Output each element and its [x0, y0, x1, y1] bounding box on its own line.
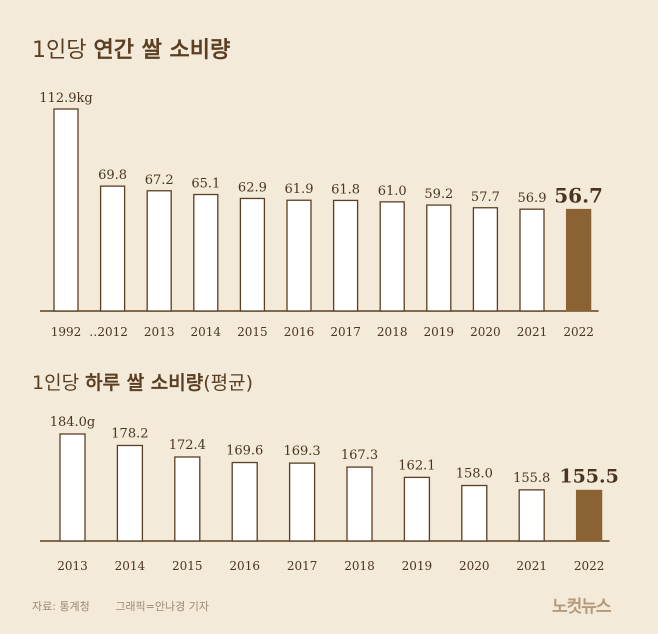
annual-category-label-2021: 2021: [517, 325, 548, 339]
annual-value-label-2020: 57.7: [471, 190, 500, 205]
daily-category-label-2018: 2018: [344, 559, 375, 573]
daily-bar-2019: [403, 476, 431, 542]
daily-chart-title: 1인당 하루 쌀 소비량(평균): [32, 368, 253, 395]
annual-value-label-2016: 61.9: [285, 182, 314, 197]
credits: 자료: 통계청 그래픽=안나경 기자: [32, 598, 231, 614]
annual-bar-2013: [146, 190, 172, 312]
daily-value-label-2016: 169.6: [226, 444, 263, 459]
annual-category-label-2014: 2014: [191, 325, 222, 339]
annual-value-label-2021: 56.9: [518, 191, 547, 206]
daily-value-label-2018: 167.3: [341, 448, 378, 463]
annual-value-label-2015: 62.9: [238, 180, 267, 195]
annual-title-main: 연간 쌀 소비량: [93, 38, 231, 63]
annual-category-label-2022: 2022: [563, 325, 594, 339]
annual-bar-2020: [472, 207, 499, 312]
daily-title-suffix: (평균): [203, 372, 254, 394]
annual-category-label-2015: 2015: [237, 325, 268, 339]
annual-value-label-2019: 59.2: [424, 187, 453, 202]
daily-bar-2016: [231, 461, 258, 542]
daily-category-label-2017: 2017: [287, 559, 318, 573]
annual-bar-2012: [99, 185, 126, 312]
annual-value-label-2013: 67.2: [145, 173, 174, 188]
daily-title-main: 하루 쌀 소비량: [85, 372, 204, 394]
source-credit: 자료: 통계청: [32, 600, 90, 613]
annual-bar-chart: 112.9kg 1992 69.8 2012 67.2 2013 65.1 2014 62.9 2…: [39, 91, 603, 339]
daily-category-label-2019: 2019: [402, 559, 433, 573]
annual-bar-2016: [286, 199, 312, 312]
annual-bar-2015: [239, 197, 266, 312]
annual-category-label-2017: 2017: [330, 325, 361, 339]
daily-category-label-2015: 2015: [172, 559, 203, 573]
annual-bar-2018: [379, 201, 405, 312]
annual-value-label-2017: 61.8: [331, 182, 360, 197]
daily-value-label-2021: 155.8: [513, 471, 550, 486]
annual-bar-2019: [426, 204, 452, 312]
daily-category-label-2014: 2014: [115, 559, 146, 573]
daily-value-label-2013: 184.0g: [50, 415, 96, 430]
annual-category-label-2019: 2019: [424, 325, 455, 339]
annual-title-prefix: 1인당: [32, 38, 87, 63]
daily-value-label-2014: 178.2: [111, 426, 148, 441]
annual-category-label-2018: 2018: [377, 325, 408, 339]
daily-value-label-2017: 169.3: [283, 444, 320, 459]
annual-category-label-2013: 2013: [144, 325, 175, 339]
daily-bar-2021: [518, 489, 545, 542]
daily-category-label-2021: 2021: [516, 559, 547, 573]
daily-category-label-2013: 2013: [57, 559, 88, 573]
daily-bar-2014: [116, 444, 144, 542]
annual-category-label-2016: 2016: [284, 325, 315, 339]
annual-value-label-2014: 65.1: [191, 177, 220, 192]
annual-category-label-1992: 1992: [51, 325, 82, 339]
annual-chart-title: 1인당 연간 쌀 소비량: [32, 32, 230, 64]
annual-value-label-2012: 69.8: [98, 168, 127, 183]
annual-category-label-2012: 2012: [97, 325, 128, 339]
annual-value-label-2022: 56.7: [554, 184, 603, 208]
daily-bar-2013: [59, 433, 86, 542]
publisher-logo: 노컷뉴스: [552, 597, 612, 617]
annual-bar-2021: [519, 208, 545, 312]
daily-bar-2022: [575, 489, 603, 542]
daily-category-label-2020: 2020: [459, 559, 490, 573]
daily-category-label-2016: 2016: [229, 559, 260, 573]
annual-bar-1992: [53, 108, 79, 312]
daily-value-label-2022: 155.5: [559, 465, 619, 487]
annual-bar-2022: [565, 208, 592, 312]
daily-bar-2018: [346, 466, 373, 542]
daily-bar-2015: [174, 456, 201, 542]
graphic-credit: 그래픽=안나경 기자: [115, 600, 209, 613]
daily-category-label-2022: 2022: [574, 559, 605, 573]
annual-category-label-2020: 2020: [470, 325, 501, 339]
annual-bar-2017: [332, 199, 359, 312]
daily-value-label-2019: 162.1: [398, 458, 435, 473]
daily-bar-2017: [288, 462, 316, 542]
daily-value-label-2020: 158.0: [456, 467, 493, 482]
annual-axis-break: …: [89, 325, 101, 339]
daily-bar-2020: [461, 484, 488, 542]
daily-bar-chart: 184.0g 2013 178.2 2014 172.4 2015 169.6 2016 169…: [40, 415, 619, 573]
annual-value-label-1992: 112.9kg: [39, 91, 92, 106]
annual-value-label-2018: 61.0: [378, 184, 407, 199]
daily-title-prefix: 1인당: [32, 372, 80, 394]
annual-bar-2014: [193, 193, 219, 312]
daily-value-label-2015: 172.4: [169, 438, 206, 453]
